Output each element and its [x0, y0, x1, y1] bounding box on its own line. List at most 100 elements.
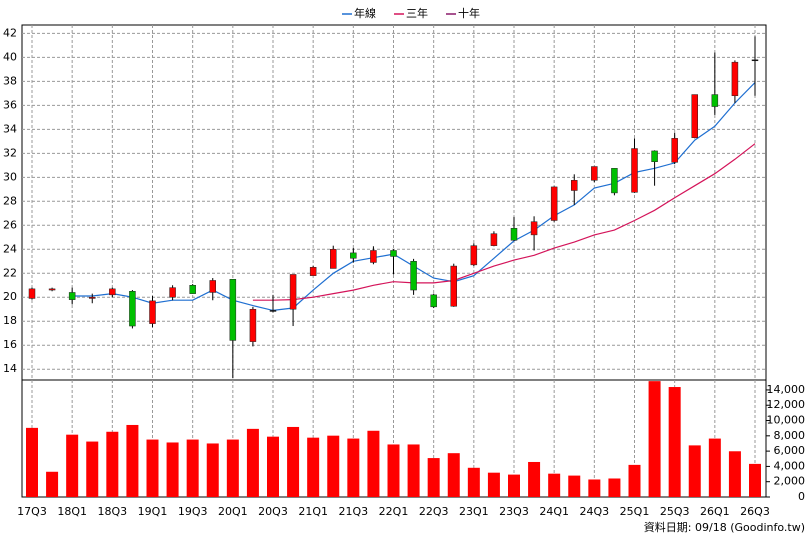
- candle-body: [490, 233, 498, 246]
- candle-body: [651, 150, 658, 162]
- volume-bar: [447, 453, 460, 497]
- candle-body: [309, 267, 317, 276]
- x-tick-label: 25Q1: [620, 505, 650, 518]
- y2-tick-label: 8,000: [774, 429, 806, 442]
- legend-label: 年線: [354, 6, 376, 20]
- candle-body: [711, 94, 719, 107]
- x-tick-label: 24Q1: [539, 505, 569, 518]
- y-tick-label: 34: [3, 122, 17, 135]
- volume-bar: [628, 464, 641, 497]
- y-tick-label: 40: [3, 50, 17, 63]
- x-tick-label: 22Q3: [419, 505, 449, 518]
- y-tick-label: 22: [3, 266, 17, 279]
- x-tick-label: 26Q3: [740, 505, 770, 518]
- candle-body: [109, 288, 116, 296]
- y-tick-label: 32: [3, 146, 17, 159]
- volume-bar: [749, 463, 761, 497]
- x-tick-label: 18Q1: [57, 505, 87, 518]
- candle-body: [571, 180, 578, 191]
- candle-body: [510, 228, 518, 241]
- y2-tick-label: 4,000: [774, 459, 806, 472]
- y-tick-label: 38: [3, 74, 17, 87]
- candle-body: [430, 294, 437, 308]
- legend-label: 三年: [406, 6, 428, 20]
- x-tick-label: 21Q1: [298, 505, 328, 518]
- x-tick-label: 26Q1: [700, 505, 730, 518]
- y-tick-label: 36: [3, 98, 17, 111]
- volume-bar: [246, 428, 259, 497]
- volume-bar: [146, 439, 159, 497]
- x-tick-label: 18Q3: [98, 505, 128, 518]
- volume-bar: [407, 444, 420, 497]
- candle-body: [249, 308, 257, 342]
- volume-bar: [287, 426, 300, 497]
- y2-tick-label: 10,000: [767, 414, 806, 427]
- volume-bar: [26, 427, 38, 497]
- candle-body: [129, 291, 136, 327]
- y2-tick-label: 14,000: [767, 383, 806, 396]
- candle-body: [591, 166, 598, 181]
- volume-bar: [86, 441, 99, 497]
- volume-bar: [508, 474, 520, 497]
- volume-bar: [688, 445, 701, 497]
- candle-body: [671, 138, 678, 163]
- candle-body: [269, 310, 277, 312]
- volume-bar: [608, 478, 621, 497]
- volume-bar: [467, 467, 480, 497]
- volume-bar: [568, 475, 581, 497]
- y-tick-label: 42: [3, 26, 17, 39]
- candle-body: [350, 252, 357, 259]
- volume-bar: [307, 437, 320, 497]
- candle-body: [691, 94, 698, 138]
- candle-body: [169, 287, 176, 298]
- legend-label: 十年: [458, 6, 480, 20]
- volume-bar: [668, 387, 681, 497]
- x-tick-label: 25Q3: [660, 505, 690, 518]
- volume-bar: [728, 451, 741, 497]
- volume-bar: [648, 381, 661, 497]
- x-tick-label: 24Q3: [580, 505, 610, 518]
- volume-bar: [708, 438, 721, 497]
- candle-body: [289, 274, 297, 310]
- candle-body: [470, 245, 478, 266]
- candle-body: [48, 288, 56, 291]
- x-tick-label: 22Q1: [379, 505, 409, 518]
- volume-bar: [206, 443, 219, 497]
- x-tick-label: 20Q3: [258, 505, 288, 518]
- volume-bar: [387, 444, 400, 497]
- candle-body: [530, 221, 538, 236]
- volume-bar: [166, 442, 179, 497]
- x-tick-label: 23Q1: [459, 505, 489, 518]
- candle-body: [390, 250, 397, 257]
- volume-bar: [347, 438, 360, 497]
- volume-bar: [267, 436, 279, 497]
- y-tick-label: 28: [3, 194, 17, 207]
- y-tick-label: 18: [3, 314, 17, 327]
- x-tick-label: 20Q1: [218, 505, 248, 518]
- y-tick-label: 26: [3, 218, 17, 231]
- candle-body: [450, 265, 457, 307]
- candle-body: [229, 279, 237, 341]
- y-tick-label: 20: [3, 290, 17, 303]
- y2-tick-label: 2,000: [774, 475, 806, 488]
- candle-body: [68, 292, 76, 300]
- y-tick-label: 30: [3, 170, 17, 183]
- volume-bar: [327, 435, 340, 497]
- candle-body: [209, 280, 216, 293]
- y-tick-label: 14: [3, 362, 17, 375]
- y-tick-label: 24: [3, 242, 17, 255]
- volume-bar: [66, 434, 79, 497]
- volume-bar: [427, 458, 440, 497]
- volume-bar: [528, 461, 541, 497]
- y2-tick-label: 0: [798, 490, 805, 503]
- volume-bar: [367, 430, 380, 497]
- volume-bar: [588, 479, 601, 497]
- volume-bar: [106, 431, 119, 497]
- candle-body: [611, 168, 618, 194]
- candle-body: [28, 288, 36, 299]
- x-tick-label: 17Q3: [17, 505, 47, 518]
- candle-body: [410, 261, 417, 291]
- y2-tick-label: 6,000: [774, 444, 806, 457]
- x-tick-label: 23Q3: [499, 505, 529, 518]
